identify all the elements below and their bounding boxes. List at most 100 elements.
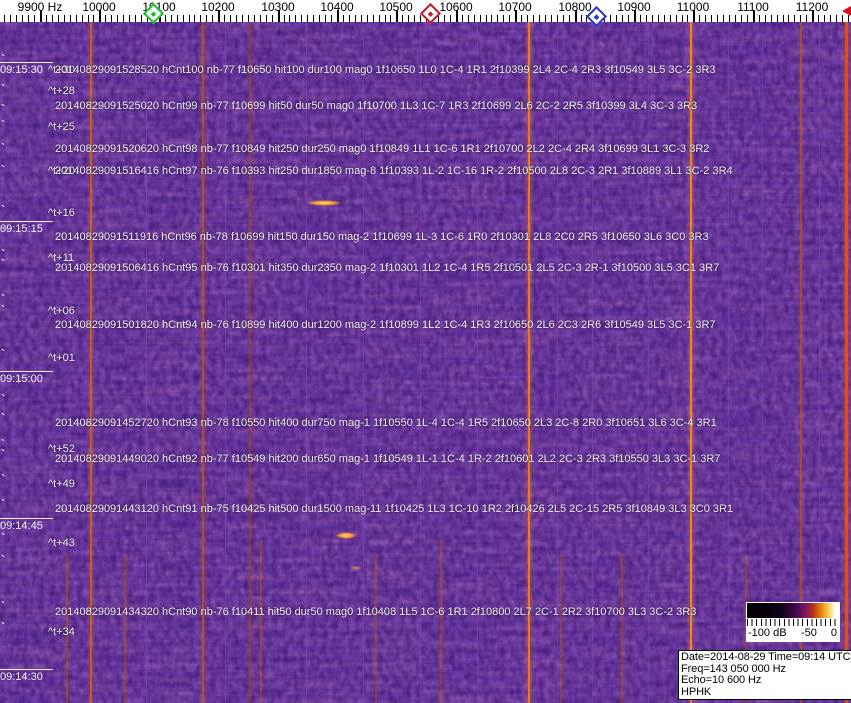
meteor-echo-blip xyxy=(335,532,357,539)
freq-tick-minor xyxy=(372,15,374,22)
freq-tick-minor xyxy=(580,15,582,22)
freq-tick-major xyxy=(277,10,280,22)
freq-tick-minor xyxy=(758,15,760,22)
freq-axis-label: 10200 xyxy=(201,0,235,14)
freq-tick-minor xyxy=(669,15,671,22)
freq-tick-minor xyxy=(325,15,327,22)
db-scale-ticks xyxy=(747,619,839,626)
freq-tick-minor xyxy=(164,15,166,22)
db-scale-label-mid: -50 xyxy=(801,627,817,639)
freq-tick-minor xyxy=(527,15,529,22)
signal-column xyxy=(249,22,251,703)
freq-tick-minor xyxy=(764,15,766,22)
freq-axis-label: 10600 xyxy=(439,0,473,14)
freq-axis-label: 11100 xyxy=(737,0,769,14)
freq-tick-minor xyxy=(271,15,273,22)
freq-tick-minor xyxy=(835,15,837,22)
freq-tick-minor xyxy=(265,15,267,22)
freq-tick-minor xyxy=(34,15,36,22)
freq-tick-minor xyxy=(51,15,53,22)
freq-tick-major xyxy=(812,10,815,22)
signal-column xyxy=(66,555,68,703)
freq-tick-minor xyxy=(562,15,564,22)
freq-tick-major xyxy=(218,10,221,22)
info-line-echo: Echo=10 600 Hz xyxy=(681,674,762,686)
freq-tick-minor xyxy=(342,15,344,22)
freq-tick-minor xyxy=(687,15,689,22)
freq-tick-minor xyxy=(176,15,178,22)
freq-tick-major xyxy=(396,10,399,22)
freq-tick-major xyxy=(693,10,696,22)
signal-column xyxy=(800,22,802,703)
freq-tick-minor xyxy=(69,15,71,22)
signal-column xyxy=(528,22,530,703)
freq-tick-major xyxy=(99,10,102,22)
signal-column xyxy=(819,22,820,703)
signal-column xyxy=(363,22,364,703)
freq-tick-minor xyxy=(437,15,439,22)
signal-column xyxy=(560,555,562,703)
freq-tick-minor xyxy=(628,15,630,22)
freq-tick-minor xyxy=(247,15,249,22)
freq-tick-minor xyxy=(550,15,552,22)
freq-tick-minor xyxy=(818,15,820,22)
freq-axis-label: 10300 xyxy=(261,0,295,14)
freq-tick-minor xyxy=(533,15,535,22)
freq-tick-minor xyxy=(521,15,523,22)
freq-tick-major xyxy=(337,10,339,22)
freq-tick-minor xyxy=(556,15,558,22)
freq-tick-minor xyxy=(259,15,261,22)
freq-tick-minor xyxy=(135,15,137,22)
freq-tick-minor xyxy=(420,15,422,22)
signal-column xyxy=(375,555,377,703)
status-info-box: Date=2014-08-29 Time=09:14 UTC Freq=143 … xyxy=(678,650,851,700)
freq-tick-major xyxy=(515,10,518,22)
freq-tick-minor xyxy=(313,15,315,22)
freq-tick-major xyxy=(634,10,636,22)
freq-tick-minor xyxy=(485,15,487,22)
meteor-echo-blip xyxy=(350,566,362,570)
freq-tick-minor xyxy=(776,15,778,22)
freq-tick-minor xyxy=(847,15,849,22)
freq-tick-minor xyxy=(402,15,404,22)
freq-tick-minor xyxy=(568,15,570,22)
freq-tick-minor xyxy=(111,15,113,22)
freq-tick-minor xyxy=(188,15,190,22)
freq-tick-minor xyxy=(408,15,410,22)
info-line-frequency: Freq=143 050 000 Hz xyxy=(681,662,786,675)
freq-tick-minor xyxy=(81,15,83,22)
freq-marker-red-diamond-center-dot xyxy=(427,10,434,17)
freq-tick-minor xyxy=(711,15,713,22)
freq-tick-minor xyxy=(105,15,107,22)
freq-tick-minor xyxy=(236,15,238,22)
freq-tick-minor xyxy=(622,15,624,22)
freq-tick-minor xyxy=(140,15,142,22)
freq-tick-minor xyxy=(194,15,196,22)
freq-tick-minor xyxy=(443,15,445,22)
signal-column xyxy=(306,22,307,703)
freq-tick-minor xyxy=(206,15,208,22)
freq-tick-minor xyxy=(841,15,843,22)
freq-tick-minor xyxy=(503,15,505,22)
signal-column xyxy=(440,540,442,703)
freq-axis-label: 9900 Hz xyxy=(17,0,63,14)
signal-column xyxy=(90,22,92,703)
freq-tick-minor xyxy=(467,15,469,22)
freq-tick-minor xyxy=(657,15,659,22)
freq-marker-blue-diamond-center-dot xyxy=(593,13,600,20)
freq-tick-minor xyxy=(28,15,30,22)
freq-tick-minor xyxy=(824,15,826,22)
freq-marker-green-diamond-center-dot xyxy=(150,10,157,17)
freq-tick-major xyxy=(574,10,577,22)
freq-tick-minor xyxy=(45,15,47,22)
signal-column xyxy=(477,22,478,703)
freq-tick-minor xyxy=(4,15,6,22)
signal-column xyxy=(592,22,593,703)
freq-tick-minor xyxy=(675,15,677,22)
info-line-date-time: Date=2014-08-29 Time=09:14 UTC xyxy=(681,651,851,663)
freq-tick-minor xyxy=(449,15,451,22)
freq-tick-minor xyxy=(22,15,24,22)
freq-tick-minor xyxy=(230,15,232,22)
freq-tick-minor xyxy=(806,15,808,22)
